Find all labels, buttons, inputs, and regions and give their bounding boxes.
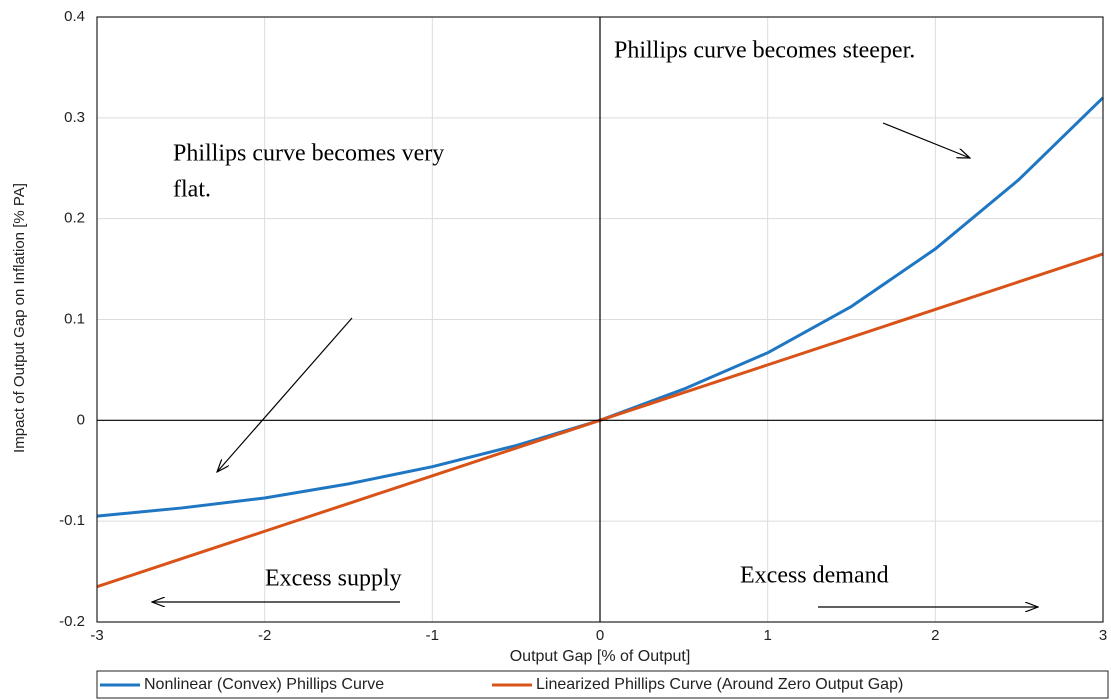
arrow: [217, 317, 353, 472]
x-tick-label: 1: [763, 627, 771, 644]
y-tick-label: -0.2: [59, 613, 85, 630]
x-axis-label: Output Gap [% of Output]: [510, 648, 691, 665]
y-tick-label: 0.2: [64, 210, 85, 227]
y-tick-label: 0: [77, 411, 85, 428]
y-axis-label: Impact of Output Gap on Inflation [% PA]: [11, 183, 28, 453]
x-tick-label: 2: [931, 627, 939, 644]
annotation: flat.: [173, 177, 211, 203]
legend-label: Linearized Phillips Curve (Around Zero O…: [536, 676, 903, 693]
x-tick-label: -2: [258, 627, 271, 644]
x-tick-label: -1: [426, 627, 439, 644]
y-tick-label: -0.1: [59, 512, 85, 529]
y-tick-label: 0.4: [64, 8, 85, 25]
legend-label: Nonlinear (Convex) Phillips Curve: [144, 676, 384, 693]
annotation: Phillips curve becomes very: [173, 141, 444, 167]
x-tick-label: 3: [1099, 627, 1107, 644]
annotation: Phillips curve becomes steeper.: [614, 38, 915, 64]
arrow: [882, 122, 970, 158]
legend-box: [96, 670, 1109, 699]
y-tick-label: 0.3: [64, 109, 85, 126]
x-tick-label: 0: [596, 627, 604, 644]
annotation: Excess supply: [265, 566, 402, 592]
annotation: Excess demand: [740, 563, 889, 589]
y-tick-label: 0.1: [64, 310, 85, 327]
x-tick-label: -3: [90, 627, 103, 644]
